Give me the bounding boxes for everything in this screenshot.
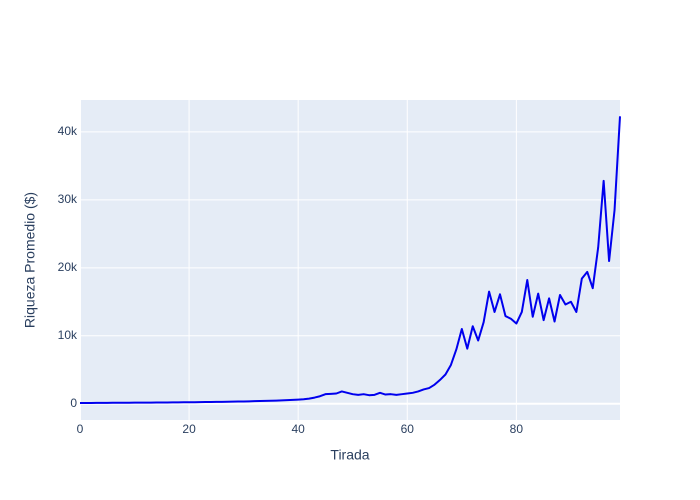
data-line: [79, 116, 621, 405]
y-tick-label: 0: [70, 396, 77, 410]
x-tick-label: 60: [401, 422, 415, 436]
y-tick-label: 30k: [58, 192, 78, 206]
y-tick-label: 20k: [58, 260, 78, 274]
y-tick-label: 10k: [58, 328, 78, 342]
x-tick-label: 40: [292, 422, 306, 436]
x-tick-label: 20: [182, 422, 196, 436]
y-tick-label: 40k: [58, 124, 78, 138]
x-tick-label: 80: [510, 422, 524, 436]
plot-area: [80, 100, 620, 420]
x-axis-title: Tirada: [330, 447, 369, 463]
y-axis-title: Riqueza Promedio ($): [22, 192, 38, 328]
x-tick-label: 0: [77, 422, 84, 436]
